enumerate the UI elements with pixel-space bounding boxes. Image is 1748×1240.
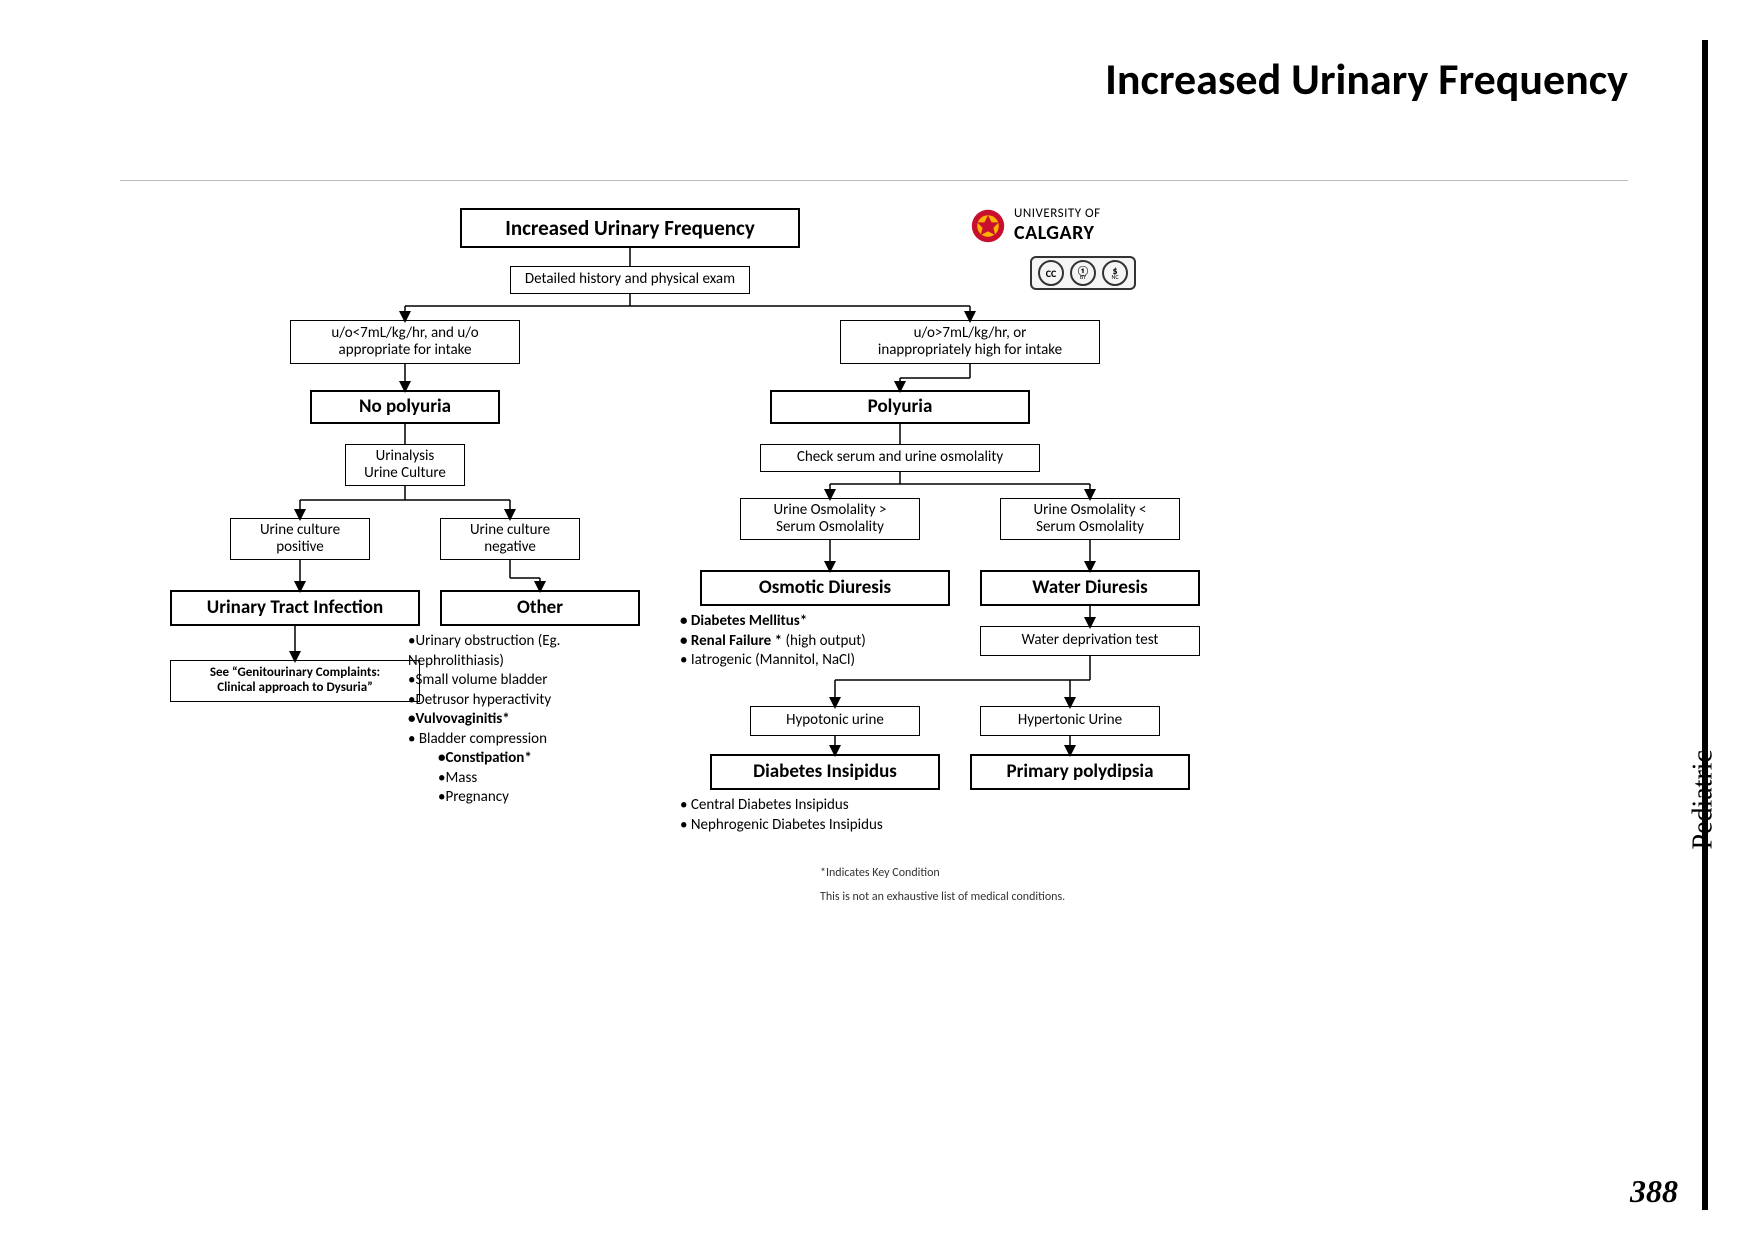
node-see-gu: See “Genitourinary Complaints: Clinical … [170,660,420,702]
cc-license-badge: CC ①BY $NC [1030,256,1136,290]
node-primary-polydipsia: Primary polydipsia [970,754,1190,790]
side-label: Pediatric [1688,750,1720,850]
node-diabetes-insipidus: Diabetes Insipidus [710,754,940,790]
node-water-diuresis: Water Diuresis [980,570,1200,606]
header-rule [120,180,1628,181]
node-uti: Urinary Tract Infection [170,590,420,626]
cc-icon: CC [1038,260,1064,286]
node-other: Other [440,590,640,626]
node-culture-negative: Urine culture negative [440,518,580,560]
list-other: •Urinary obstruction (Eg. Nephrolithiasi… [408,632,658,808]
node-culture-positive: Urine culture positive [230,518,370,560]
node-check-osmolality: Check serum and urine osmolality [760,444,1040,472]
node-criteria-no-polyuria: u/o<7mL/kg/hr, and u/o appropriate for i… [290,320,520,364]
footnote-not-exhaustive: This is not an exhaustive list of medica… [820,890,1065,904]
cc-by-icon: ①BY [1070,260,1096,286]
node-no-polyuria: No polyuria [310,390,500,424]
node-polyuria: Polyuria [770,390,1030,424]
logo-text-l2: CALGARY [1014,221,1101,245]
university-logo: UNIVERSITY OF CALGARY [970,206,1101,245]
node-osm-gt-serum: Urine Osmolality > Serum Osmolality [740,498,920,540]
page-number: 388 [1630,1173,1678,1210]
node-criteria-polyuria: u/o>7mL/kg/hr, or inappropriately high f… [840,320,1100,364]
cc-nc-icon: $NC [1102,260,1128,286]
node-water-deprivation: Water deprivation test [980,626,1200,656]
logo-text-l1: UNIVERSITY OF [1014,206,1101,221]
shield-icon [970,208,1006,244]
node-hypertonic: Hypertonic Urine [980,706,1160,736]
list-di: • Central Diabetes Insipidus• Nephrogeni… [680,796,940,835]
node-osm-lt-serum: Urine Osmolality < Serum Osmolality [1000,498,1180,540]
node-hypotonic: Hypotonic urine [750,706,920,736]
flowchart: UNIVERSITY OF CALGARY CC ①BY $NC Increas… [170,200,1578,1200]
page-title: Increased Urinary Frequency [1105,52,1628,106]
node-root: Increased Urinary Frequency [460,208,800,248]
node-history: Detailed history and physical exam [510,266,750,294]
node-osmotic-diuresis: Osmotic Diuresis [700,570,950,606]
list-osmotic: • Diabetes Mellitus*• Renal Failure * (h… [680,612,960,671]
footnote-key-condition: *Indicates Key Condition [820,866,940,880]
node-urinalysis: Urinalysis Urine Culture [345,444,465,486]
right-margin-bar [1702,40,1708,1210]
